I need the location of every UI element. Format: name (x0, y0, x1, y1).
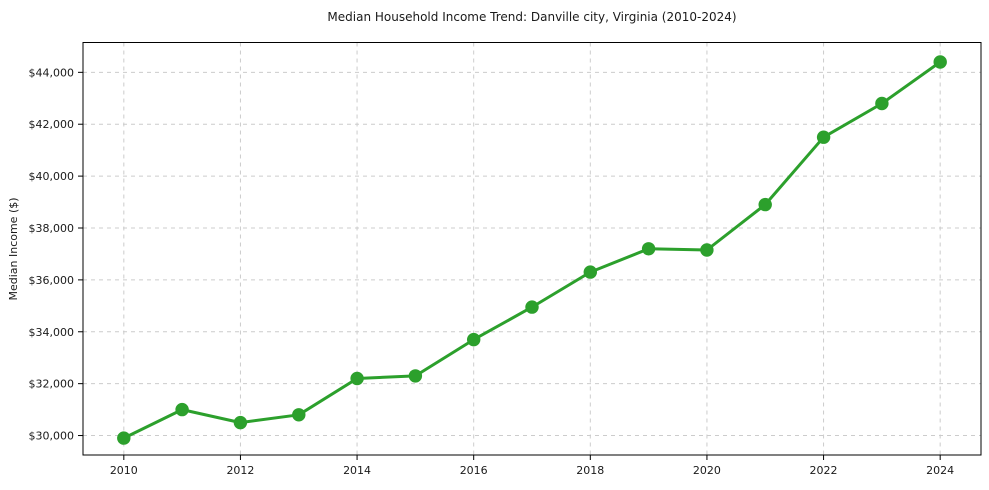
x-tick-label: 2024 (926, 464, 954, 477)
y-tick-label: $40,000 (29, 170, 75, 183)
data-point (233, 415, 248, 430)
y-tick-label: $38,000 (29, 222, 75, 235)
data-point (175, 402, 189, 417)
data-point (467, 332, 481, 347)
data-point (292, 408, 306, 422)
y-axis-label: Median Income ($) (7, 197, 20, 300)
data-point (816, 130, 831, 144)
trend-line (122, 60, 942, 440)
x-tick-label: 2010 (110, 464, 138, 477)
x-tick-label: 2016 (460, 464, 488, 477)
data-point (641, 242, 656, 256)
axes: $30,000 $32,000 $34,000 $36,000 $38,000 $40,0… (29, 42, 982, 477)
data-point (117, 431, 131, 445)
data-point (875, 96, 889, 111)
x-tick-label: 2018 (576, 464, 604, 477)
y-tick-label: $44,000 (29, 66, 75, 79)
x-tick-label: 2014 (343, 464, 371, 477)
chart-title: Median Household Income Trend: Danville … (327, 10, 736, 24)
data-point (758, 197, 772, 212)
plot-frame (82, 42, 982, 456)
data-point (933, 55, 947, 69)
x-tick-label: 2022 (810, 464, 838, 477)
y-tick-label: $42,000 (29, 118, 75, 131)
grid-lines (83, 42, 981, 455)
data-point (583, 265, 597, 279)
data-point (350, 371, 364, 386)
x-tick-label: 2020 (693, 464, 721, 477)
trend-line-series (117, 55, 947, 445)
x-tick-label: 2012 (226, 464, 254, 477)
y-tick-label: $30,000 (29, 430, 75, 443)
data-point (700, 243, 714, 257)
y-tick-label: $34,000 (29, 326, 75, 339)
data-point (525, 300, 539, 314)
data-point (408, 369, 423, 383)
y-tick-label: $32,000 (29, 378, 75, 391)
y-tick-label: $36,000 (29, 274, 75, 287)
